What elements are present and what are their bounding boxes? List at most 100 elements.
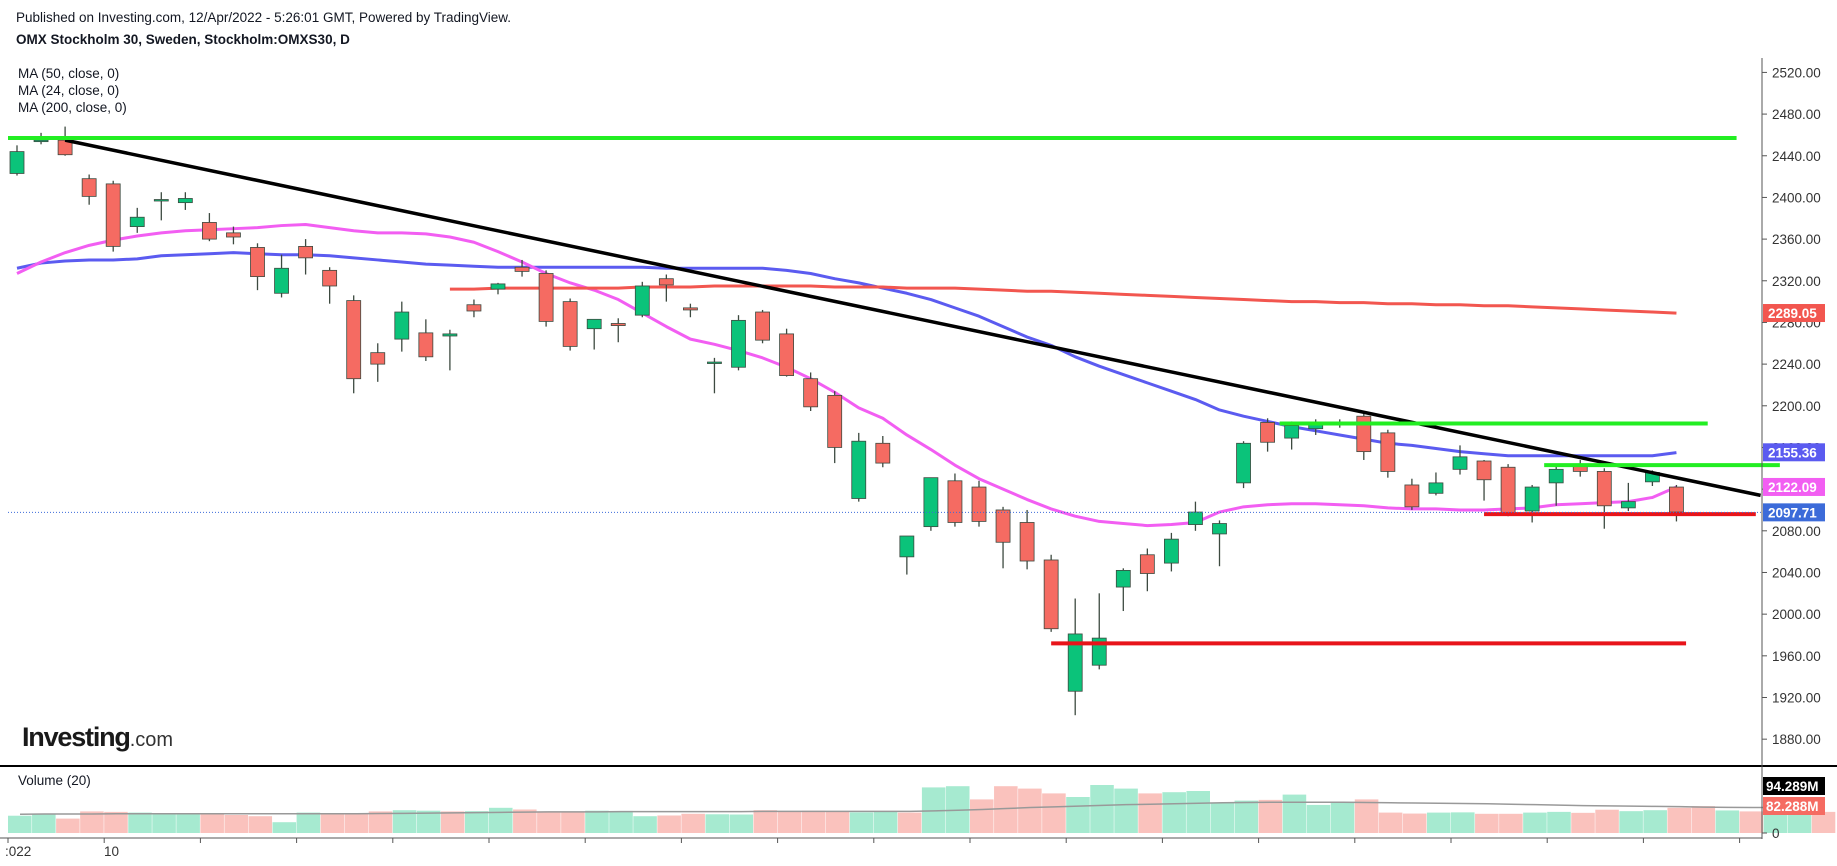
volume-badge-bg — [1763, 797, 1825, 815]
volume-bar — [681, 813, 705, 833]
candle — [683, 303, 698, 318]
candle-body — [1043, 559, 1059, 630]
candle-body — [1284, 425, 1300, 439]
legend-ma200[interactable]: MA (200, close, 0) — [18, 100, 127, 115]
price-tick-label: 1920.00 — [1772, 690, 1821, 705]
candle — [779, 328, 794, 377]
candle — [9, 145, 25, 176]
volume-title[interactable]: Volume (20) — [18, 773, 91, 788]
candle-body — [1596, 471, 1612, 507]
price-tick-label: 2200.00 — [1772, 399, 1821, 414]
volume-badge-label: 82.288M — [1766, 799, 1819, 814]
legend-ma50[interactable]: MA (50, close, 0) — [18, 66, 120, 81]
candle — [201, 213, 217, 242]
volume-badge-bg — [1763, 777, 1825, 795]
candle — [851, 432, 867, 502]
candle — [1548, 466, 1564, 506]
candle-body — [755, 311, 770, 341]
candle — [538, 270, 554, 327]
price-badge-bg — [1763, 477, 1825, 496]
volume-pane — [8, 785, 1836, 833]
candles — [9, 126, 1684, 716]
volume-bar — [8, 815, 32, 833]
candle-body — [442, 333, 458, 337]
candle-body — [634, 285, 650, 316]
volume-bar — [320, 813, 345, 833]
volume-bar — [1619, 811, 1643, 833]
volume-bar — [224, 815, 248, 833]
candle-body — [1548, 468, 1564, 484]
price-tick-label: 2080.00 — [1772, 524, 1821, 539]
candle — [1524, 484, 1540, 523]
volume-bar — [537, 811, 561, 833]
candle-body — [1212, 523, 1227, 535]
candle — [129, 207, 145, 233]
candle-body — [658, 278, 674, 286]
candle — [995, 506, 1011, 569]
candle-body — [370, 352, 386, 365]
volume-bar — [873, 811, 898, 833]
volume-bar — [32, 813, 56, 833]
candle — [153, 192, 169, 221]
volume-bar — [1282, 794, 1307, 833]
candle-body — [1236, 442, 1251, 484]
volume-bar — [296, 812, 321, 833]
candle-body — [947, 480, 963, 523]
candle-body — [1164, 538, 1179, 564]
candle — [755, 309, 770, 344]
volume-bar — [849, 812, 874, 833]
volume-bar — [1763, 810, 1788, 833]
candle-body — [274, 267, 289, 294]
candle — [658, 274, 674, 302]
logo-brand: Investing — [22, 722, 131, 752]
volume-bar — [176, 814, 200, 833]
price-badge-label: 2155.36 — [1768, 445, 1817, 460]
volume-bar — [1162, 792, 1186, 833]
candle — [298, 239, 314, 275]
candle — [947, 473, 963, 527]
symbol-title[interactable]: OMX Stockholm 30, Sweden, Stockholm:OMXS… — [16, 32, 350, 47]
volume-bar — [1547, 811, 1571, 833]
volume-bar — [128, 812, 152, 833]
candle-body — [1380, 432, 1396, 472]
candle — [1284, 421, 1300, 450]
candle-body — [226, 232, 241, 238]
volume-badge: 94.289M — [1763, 777, 1825, 795]
volume-bar — [1258, 799, 1283, 833]
candle — [803, 372, 819, 411]
candle-body — [1019, 522, 1035, 562]
price-tick-label: 2400.00 — [1772, 190, 1821, 205]
candle-body — [105, 183, 121, 247]
candle — [875, 436, 891, 468]
volume-bar — [464, 811, 489, 833]
candle-body — [971, 486, 987, 522]
time-tick-label: 10 — [104, 844, 119, 859]
price-badge: 2155.36 — [1763, 443, 1825, 462]
published-caption: Published on Investing.com, 12/Apr/2022 … — [16, 10, 512, 25]
candle — [226, 226, 241, 245]
candle-body — [731, 319, 746, 368]
candle — [1067, 598, 1083, 716]
price-badge-label: 2122.09 — [1768, 480, 1817, 495]
investing-logo: Investing.com — [22, 722, 173, 753]
volume-bar — [368, 811, 393, 833]
volume-bar — [1595, 809, 1619, 833]
volume-bar — [1354, 799, 1379, 833]
candle-body — [466, 304, 482, 312]
candle-body — [899, 535, 915, 558]
volume-bar — [200, 813, 224, 833]
candle-body — [1260, 422, 1275, 443]
candle — [731, 315, 746, 371]
volume-bar — [1523, 812, 1547, 833]
volume-bar — [513, 809, 537, 833]
volume-bar — [1571, 812, 1595, 833]
volume-bar — [825, 810, 850, 833]
volume-bar — [1234, 800, 1259, 833]
volume-bar — [152, 813, 176, 833]
volume-bar — [1402, 813, 1427, 833]
volume-bar — [440, 811, 465, 833]
candle — [81, 174, 97, 205]
legend-ma24[interactable]: MA (24, close, 0) — [18, 83, 120, 98]
candle — [827, 391, 843, 464]
